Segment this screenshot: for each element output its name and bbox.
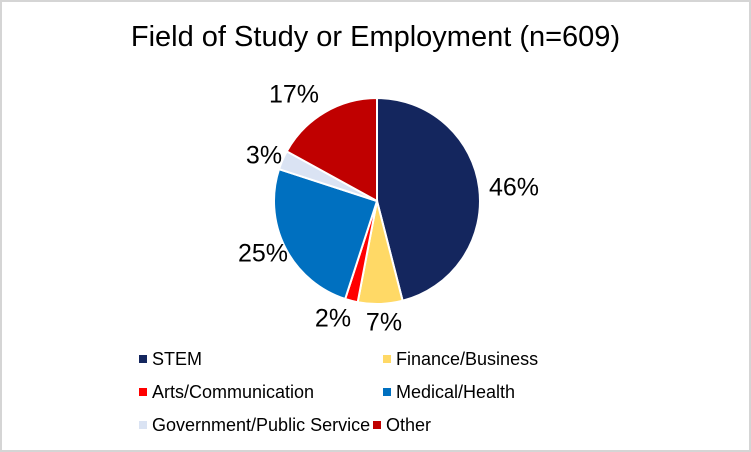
pie-percent-label-arts-communication: 2%: [314, 304, 352, 333]
legend-item-other: Other: [373, 414, 431, 436]
legend-marker-other: [373, 421, 381, 429]
pie-percent-label-stem: 46%: [488, 173, 540, 202]
legend-label-arts-communication: Arts/Communication: [152, 382, 315, 402]
legend-label-medical-health: Medical/Health: [396, 382, 516, 402]
pie-slice-stem: [376, 96, 481, 302]
pie-slice-medical-health: [272, 167, 379, 301]
legend-item-finance-business: Finance/Business: [383, 348, 538, 370]
legend-label-stem: STEM: [152, 349, 203, 369]
legend-item-stem: STEM: [139, 348, 202, 370]
legend-item-government-public-service: Government/Public Service: [139, 414, 370, 436]
legend-label-other: Other: [386, 415, 432, 435]
legend-label-finance-business: Finance/Business: [396, 349, 539, 369]
pie-percent-label-finance-business: 7%: [365, 308, 403, 337]
legend-label-government-public-service: Government/Public Service: [152, 415, 371, 435]
legend-marker-stem: [139, 355, 147, 363]
legend-marker-arts-communication: [139, 388, 147, 396]
legend-marker-government-public-service: [139, 421, 147, 429]
pie-percent-label-other: 17%: [268, 80, 320, 109]
legend-marker-finance-business: [383, 355, 391, 363]
legend-marker-medical-health: [383, 388, 391, 396]
pie-percent-label-government-public-service: 3%: [245, 141, 283, 170]
legend-item-arts-communication: Arts/Communication: [139, 381, 314, 403]
pie-percent-label-medical-health: 25%: [237, 239, 289, 268]
pie-slice-other: [285, 96, 378, 203]
legend-item-medical-health: Medical/Health: [383, 381, 515, 403]
chart-title: Field of Study or Employment (n=609): [130, 21, 621, 53]
